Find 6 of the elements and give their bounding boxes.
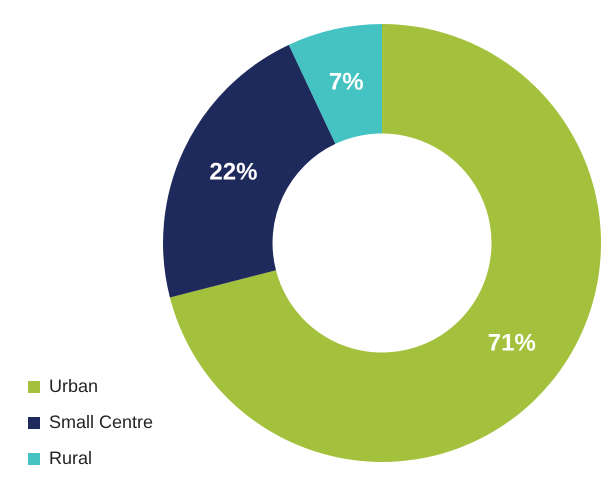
data-label: 71% — [488, 329, 536, 356]
legend-label: Rural — [49, 448, 92, 468]
legend-label: Small Centre — [49, 412, 154, 432]
data-label: 22% — [209, 158, 258, 186]
data-label: 7% — [328, 68, 364, 96]
legend-label: Urban — [49, 376, 98, 396]
